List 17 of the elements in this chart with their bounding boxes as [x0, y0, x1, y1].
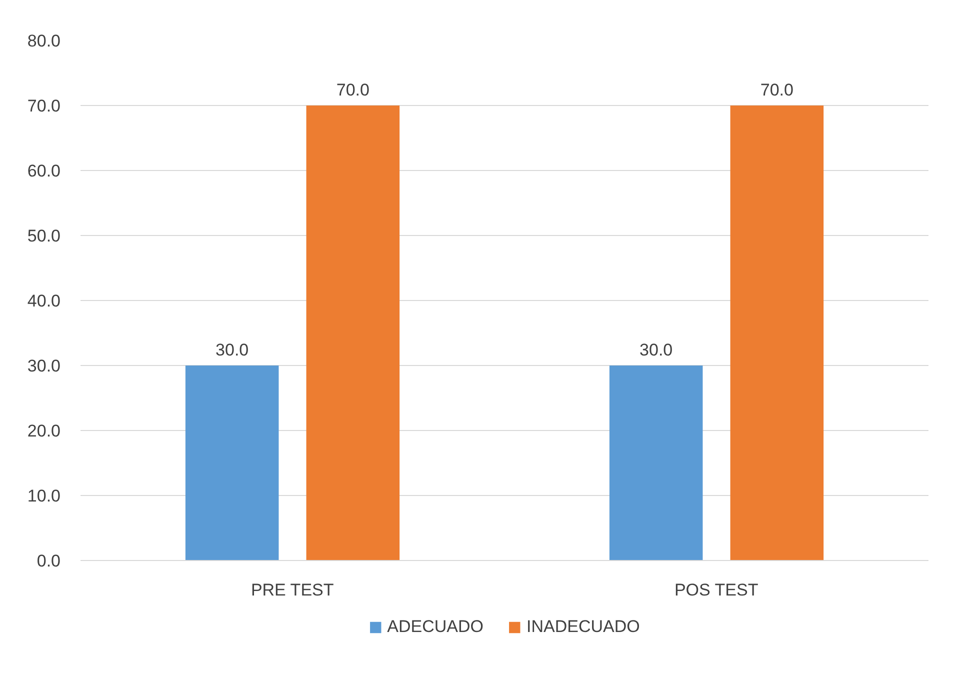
y-tick-label: 10.0 — [27, 486, 61, 506]
y-tick-label: 70.0 — [27, 96, 61, 116]
y-tick-label: 60.0 — [27, 162, 61, 180]
y-tick-label: 0.0 — [36, 552, 61, 570]
data-label: 30.0 — [640, 340, 673, 360]
data-label: 70.0 — [760, 80, 794, 100]
y-tick-label: 80.0 — [27, 32, 61, 50]
legend-label: ADECUADO — [387, 617, 484, 637]
y-tick-label: 20.0 — [27, 422, 61, 440]
x-tick-label: POS TEST — [674, 580, 758, 600]
legend-label: INADECUADO — [526, 617, 640, 637]
data-label: 70.0 — [336, 80, 370, 100]
x-tick-label: PRE TEST — [250, 580, 334, 600]
y-tick-label: 30.0 — [27, 356, 61, 376]
data-label: 30.0 — [216, 340, 249, 360]
y-tick-label: 50.0 — [27, 226, 61, 246]
y-tick-label: 40.0 — [27, 292, 61, 310]
